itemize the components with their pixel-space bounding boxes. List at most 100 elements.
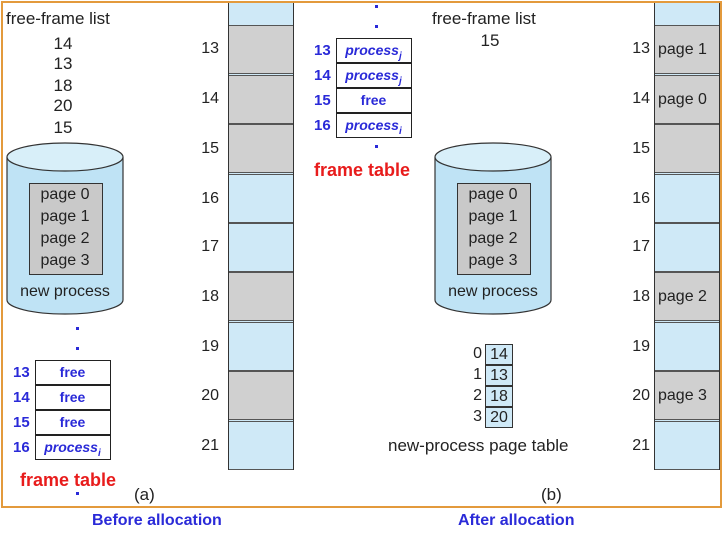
frame-table-value: free xyxy=(59,414,86,430)
frame-number: 15 xyxy=(201,140,219,157)
frame-table-row: free xyxy=(35,360,111,385)
free-frame-item: 13 xyxy=(53,54,73,73)
memory-frame xyxy=(229,174,293,223)
frame-content-label: page 0 xyxy=(658,91,707,108)
frame-number: 18 xyxy=(201,288,219,305)
frame-number: 15 xyxy=(632,140,650,157)
ellipsis-dot xyxy=(375,25,378,28)
frame-table-value: free xyxy=(59,389,86,405)
panel-label: (b) xyxy=(541,485,562,504)
page-table-frame: 14 xyxy=(485,344,513,365)
free-frame-list-title: free-frame list xyxy=(432,9,536,28)
panel-label: (a) xyxy=(134,485,155,504)
frame-table-num: 14 xyxy=(314,67,331,84)
frame-table-num: 16 xyxy=(314,117,331,134)
free-frame-item: 15 xyxy=(53,118,73,137)
disk-page: page 1 xyxy=(40,208,90,225)
frame-table-title: frame table xyxy=(20,470,117,490)
frame-table-num: 14 xyxy=(13,389,30,406)
disk-label: new process xyxy=(20,283,110,300)
frame-table-value: processj xyxy=(345,42,402,62)
ellipsis-dot xyxy=(76,492,79,495)
frame-number: 20 xyxy=(632,387,650,404)
ellipsis-dot xyxy=(375,5,378,8)
memory-frame xyxy=(655,174,719,223)
memory-frame xyxy=(229,421,293,470)
ellipsis-dot xyxy=(76,327,79,330)
disk-page: page 0 xyxy=(40,186,90,203)
free-frame-list-title: free-frame list xyxy=(6,9,110,28)
page-table-frame: 20 xyxy=(485,407,513,428)
frame-content-label: page 3 xyxy=(658,387,707,404)
frame-number: 17 xyxy=(201,238,219,255)
frame-content-label: page 2 xyxy=(658,288,707,305)
frame-table-row: free xyxy=(35,385,111,410)
memory-frame xyxy=(655,322,719,371)
free-frame-item: 14 xyxy=(53,34,73,53)
memory-frame xyxy=(229,272,293,321)
free-frame-item: 15 xyxy=(480,31,500,50)
frame-number: 19 xyxy=(632,338,650,355)
frame-number: 18 xyxy=(632,288,650,305)
frame-number: 19 xyxy=(201,338,219,355)
frame-table-num: 15 xyxy=(314,92,331,109)
frame-number: 14 xyxy=(632,90,650,107)
frame-table-num: 13 xyxy=(314,42,331,59)
disk-page: page 3 xyxy=(40,252,90,269)
frame-number: 13 xyxy=(632,40,650,57)
frame-number: 16 xyxy=(632,190,650,207)
frame-number: 17 xyxy=(632,238,650,255)
frame-table-row: free xyxy=(336,88,412,113)
page-table-index: 0 xyxy=(473,345,482,362)
frame-table-value: free xyxy=(59,364,86,380)
frame-number: 16 xyxy=(201,190,219,207)
figure-border xyxy=(1,1,722,508)
physical-memory-before xyxy=(228,3,294,470)
frame-table-row: processi xyxy=(336,113,412,138)
frame-table-title: frame table xyxy=(314,160,411,180)
frame-number: 14 xyxy=(201,90,219,107)
page-table-frame: 13 xyxy=(485,365,513,386)
free-frame-item: 18 xyxy=(53,76,73,95)
frame-number: 21 xyxy=(201,437,219,454)
caption-before: Before allocation xyxy=(92,512,222,529)
disk-page: page 0 xyxy=(468,186,518,203)
memory-frame xyxy=(655,421,719,470)
frame-table-num: 16 xyxy=(13,439,30,456)
disk-pages-box xyxy=(457,183,531,275)
disk-label: new process xyxy=(448,283,538,300)
caption-after: After allocation xyxy=(458,512,575,529)
memory-frame: page 0 xyxy=(655,75,719,124)
frame-table-value: free xyxy=(360,92,387,108)
frame-table-row: free xyxy=(35,410,111,435)
frame-table-row: processi xyxy=(35,435,111,460)
ellipsis-dot xyxy=(375,145,378,148)
disk-pages-box xyxy=(29,183,103,275)
memory-frame xyxy=(229,75,293,124)
frame-table-num: 15 xyxy=(13,414,30,431)
memory-frame xyxy=(229,124,293,173)
frame-number: 20 xyxy=(201,387,219,404)
free-frame-item: 20 xyxy=(53,96,73,115)
disk-page: page 2 xyxy=(468,230,518,247)
memory-frame xyxy=(655,223,719,272)
memory-frame xyxy=(229,371,293,420)
page-table-index: 3 xyxy=(473,408,482,425)
frame-table-value: processi xyxy=(345,117,402,137)
memory-frame xyxy=(229,322,293,371)
page-table-frame: 18 xyxy=(485,386,513,407)
frame-number: 13 xyxy=(201,40,219,57)
page-table-title: new-process page table xyxy=(388,436,569,455)
memory-frame: page 1 xyxy=(655,25,719,74)
frame-table-value: processj xyxy=(345,67,402,87)
disk-page: page 1 xyxy=(468,208,518,225)
frame-content-label: page 1 xyxy=(658,41,707,58)
frame-table-num: 13 xyxy=(13,364,30,381)
frame-number: 21 xyxy=(632,437,650,454)
memory-frame: page 3 xyxy=(655,371,719,420)
page-table-index: 1 xyxy=(473,366,482,383)
page-table-index: 2 xyxy=(473,387,482,404)
memory-frame xyxy=(229,223,293,272)
frame-table-row: processj xyxy=(336,63,412,88)
memory-frame xyxy=(229,25,293,74)
